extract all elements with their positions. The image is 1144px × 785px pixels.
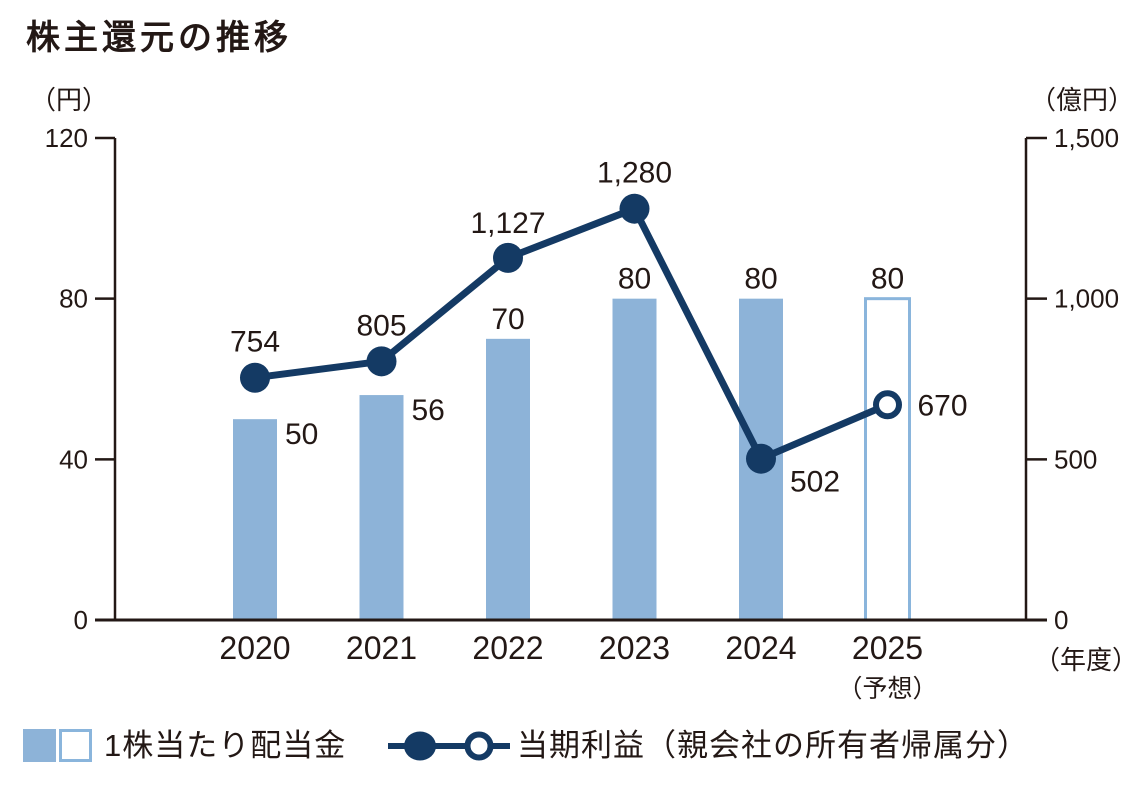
bar-value-label-2023: 80 (618, 263, 651, 296)
net-income-line (251, 205, 891, 463)
line-value-label-2021: 805 (356, 309, 406, 342)
line-point-2022 (493, 242, 523, 273)
chart-title: 株主還元の推移 (26, 19, 292, 57)
right-tick-label: 1,500 (1054, 123, 1119, 153)
bar-2022 (486, 338, 530, 620)
left-axis-unit: （円） (30, 85, 109, 115)
right-tick-label: 1,000 (1054, 284, 1119, 314)
x-tick-label-2022: 2022 (472, 630, 543, 666)
forecast-note: （予想） (837, 675, 937, 703)
bar-2025-forecast (864, 297, 911, 622)
left-tick-label: 0 (74, 605, 88, 635)
right-axis-unit: （億円） (1030, 85, 1135, 115)
bar-value-label-2021: 56 (412, 394, 445, 427)
bar-value-label-2020: 50 (285, 418, 318, 451)
line-value-label-2022: 1,127 (470, 207, 545, 240)
x-tick-label-2023: 2023 (599, 630, 670, 666)
line-value-label-2020: 754 (230, 326, 280, 359)
x-tick-label-2021: 2021 (346, 630, 417, 666)
line-point-2021 (366, 346, 397, 377)
right-tick-label: 500 (1054, 444, 1097, 474)
bar-value-label-2025: 80 (871, 263, 904, 296)
line-point-2020 (240, 362, 270, 393)
x-tick-label-2025: 2025 (852, 630, 923, 666)
line-value-label-2025: 670 (918, 390, 968, 423)
x-axis-unit: （年度） (1034, 645, 1139, 675)
left-tick-label: 40 (59, 444, 88, 474)
line-value-label-2023: 1,280 (597, 157, 672, 190)
line-value-label-2024: 502 (790, 466, 840, 499)
line-point-2025-forecast (873, 390, 902, 420)
bar-2020 (233, 419, 277, 620)
right-tick-label: 0 (1054, 605, 1068, 635)
x-tick-label-2024: 2024 (725, 630, 796, 666)
line-point-2023 (619, 193, 650, 224)
bar-2021 (359, 395, 404, 620)
left-tick-label: 80 (59, 284, 88, 314)
x-tick-label-2020: 2020 (219, 630, 290, 666)
bar-value-label-2022: 70 (491, 303, 524, 336)
line-point-2024 (746, 443, 776, 474)
left-tick-label: 120 (45, 123, 88, 153)
bar-value-label-2024: 80 (744, 263, 777, 296)
bar-2023 (612, 298, 657, 620)
